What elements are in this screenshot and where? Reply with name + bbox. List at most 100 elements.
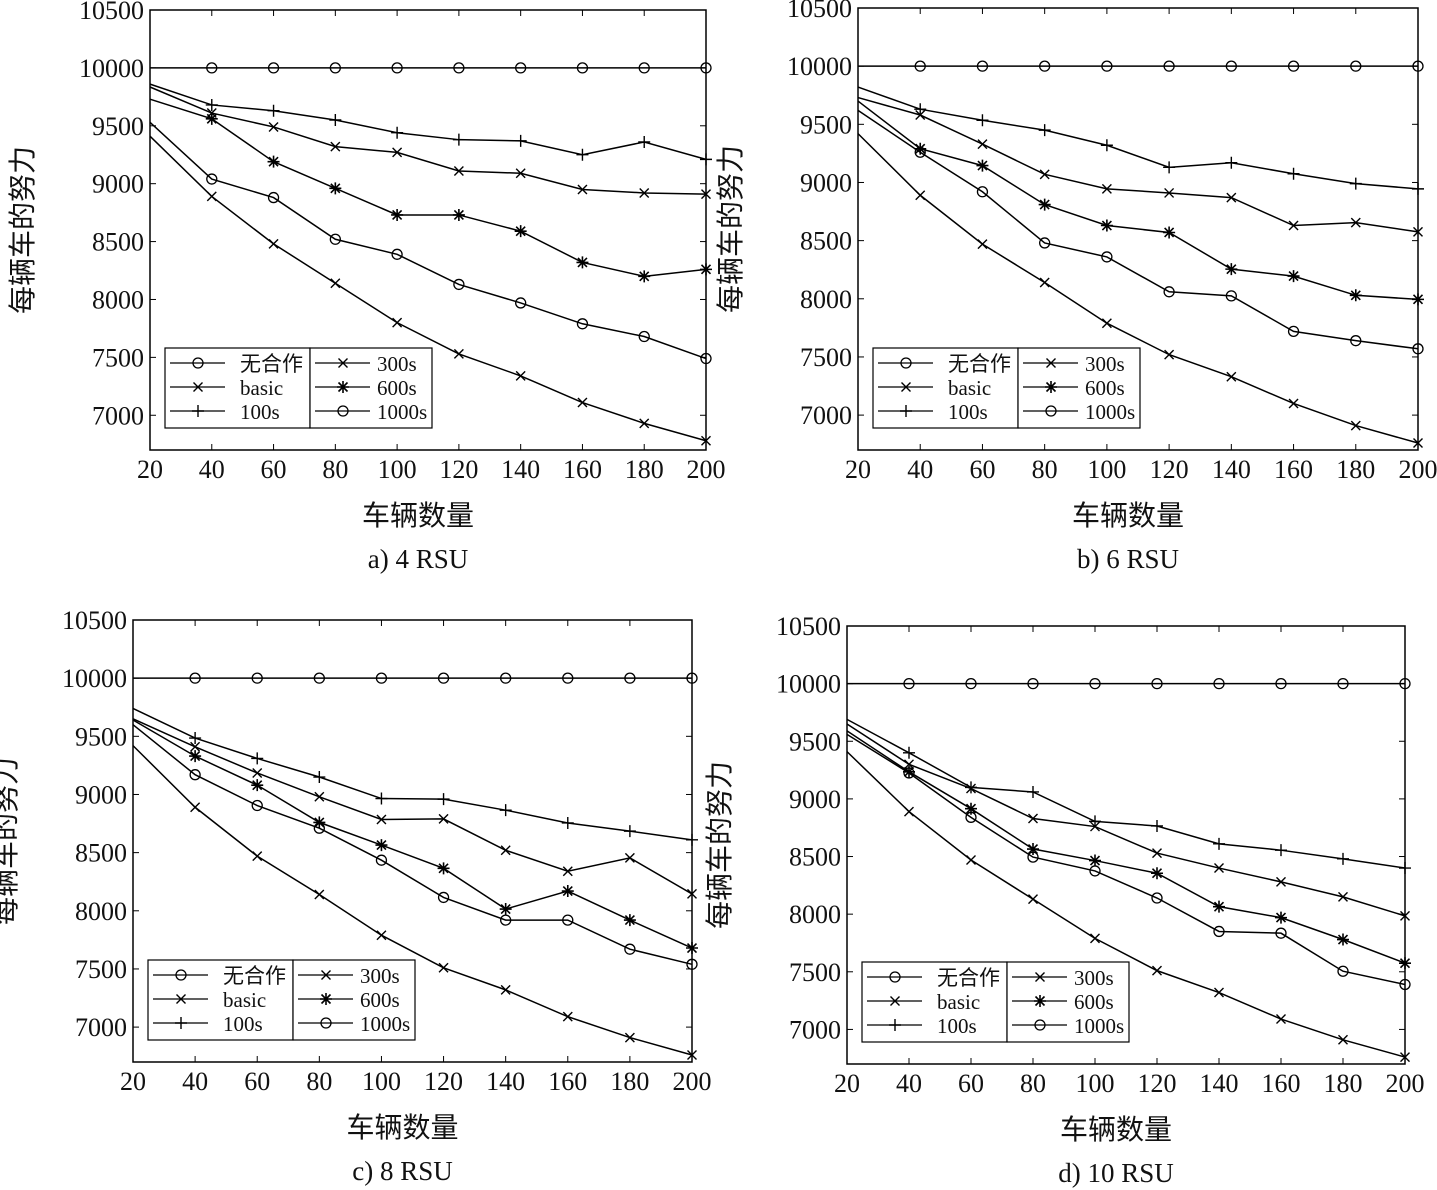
data-point bbox=[1214, 987, 1224, 998]
legend-marker bbox=[900, 405, 912, 417]
x-axis-label: 车辆数量 bbox=[346, 1112, 458, 1144]
series-600s bbox=[846, 730, 1411, 970]
y-tick-label: 10000 bbox=[79, 54, 144, 83]
data-point bbox=[1413, 438, 1423, 449]
legend-box bbox=[309, 347, 433, 429]
data-point bbox=[965, 781, 977, 794]
series-line bbox=[132, 719, 693, 949]
y-tick-label: 8500 bbox=[92, 228, 144, 257]
plot-frame bbox=[149, 9, 707, 451]
legend-label: basic bbox=[223, 988, 266, 1012]
data-point bbox=[1213, 900, 1225, 913]
data-point bbox=[914, 146, 926, 158]
x-axis-label: 车辆数量 bbox=[1072, 500, 1184, 532]
series-line bbox=[149, 83, 707, 161]
data-point bbox=[686, 958, 698, 970]
data-point bbox=[515, 297, 527, 309]
data-point bbox=[686, 833, 698, 846]
data-point bbox=[1039, 60, 1051, 72]
data-point bbox=[561, 885, 574, 898]
data-point bbox=[329, 182, 342, 195]
legend-label: 100s bbox=[240, 400, 280, 424]
data-point bbox=[499, 903, 512, 916]
data-point bbox=[623, 914, 636, 927]
y-tick-label: 10000 bbox=[62, 664, 127, 693]
data-point bbox=[638, 270, 651, 283]
x-tick-label: 200 bbox=[687, 455, 726, 484]
data-point bbox=[624, 943, 636, 955]
x-tick-label: 120 bbox=[1150, 455, 1189, 484]
y-tick-label: 7500 bbox=[800, 343, 852, 372]
data-point bbox=[1275, 677, 1287, 690]
data-point bbox=[1412, 60, 1424, 72]
legend-marker bbox=[338, 358, 348, 368]
y-tick-label: 7000 bbox=[789, 1015, 841, 1044]
x-tick-label: 40 bbox=[907, 455, 933, 484]
data-point bbox=[1163, 286, 1175, 298]
data-point bbox=[1027, 677, 1039, 690]
data-point bbox=[700, 263, 712, 276]
legend-label: basic bbox=[948, 376, 991, 400]
data-point bbox=[453, 62, 465, 74]
legend-marker bbox=[192, 357, 204, 369]
y-tick-label: 7500 bbox=[92, 343, 144, 372]
data-point bbox=[1164, 187, 1175, 198]
data-point bbox=[904, 806, 914, 817]
data-point bbox=[903, 677, 915, 690]
data-point bbox=[1151, 867, 1163, 880]
data-point bbox=[561, 816, 574, 829]
x-tick-label: 80 bbox=[1020, 1069, 1046, 1098]
legend-label: 300s bbox=[1074, 966, 1114, 990]
data-point bbox=[904, 759, 914, 770]
series-100s bbox=[149, 83, 712, 166]
x-tick-label: 20 bbox=[120, 1067, 146, 1096]
legend-marker bbox=[175, 969, 187, 981]
legend-box bbox=[1006, 961, 1130, 1043]
series-line bbox=[149, 121, 707, 360]
data-point bbox=[205, 98, 218, 111]
data-point bbox=[1027, 843, 1039, 856]
data-point bbox=[1100, 219, 1113, 232]
data-point bbox=[267, 62, 280, 74]
data-point bbox=[329, 233, 341, 245]
data-point bbox=[700, 62, 712, 74]
legend-marker bbox=[900, 357, 912, 369]
data-point bbox=[206, 62, 218, 74]
data-point bbox=[375, 839, 388, 852]
legend-marker bbox=[320, 1017, 332, 1029]
series-line bbox=[857, 109, 1419, 350]
data-point bbox=[452, 208, 465, 221]
x-tick-label: 180 bbox=[625, 455, 664, 484]
series-1000s bbox=[846, 733, 1411, 991]
x-tick-label: 180 bbox=[1324, 1069, 1363, 1098]
legend-box bbox=[147, 959, 294, 1041]
y-tick-label: 10500 bbox=[776, 612, 841, 641]
data-point bbox=[1276, 876, 1286, 887]
y-tick-label: 9500 bbox=[800, 110, 852, 139]
series-300s bbox=[149, 135, 711, 446]
data-point bbox=[313, 816, 326, 829]
x-tick-label: 20 bbox=[845, 455, 871, 484]
series-line bbox=[149, 98, 707, 278]
data-point bbox=[1412, 293, 1424, 306]
data-point bbox=[375, 672, 388, 684]
x-tick-label: 60 bbox=[244, 1067, 270, 1096]
data-point bbox=[577, 184, 588, 195]
data-point bbox=[576, 62, 589, 74]
data-point bbox=[1038, 124, 1051, 137]
y-tick-label: 10000 bbox=[776, 670, 841, 699]
data-point bbox=[1412, 182, 1424, 195]
data-point bbox=[638, 136, 651, 148]
data-point bbox=[687, 888, 697, 899]
series-600s bbox=[149, 98, 712, 283]
legend-label: 300s bbox=[377, 352, 417, 376]
data-point bbox=[915, 190, 926, 201]
data-point bbox=[375, 854, 388, 866]
legend-marker bbox=[901, 382, 911, 392]
data-point bbox=[1027, 851, 1039, 863]
data-point bbox=[1101, 251, 1113, 263]
y-tick-label: 10500 bbox=[79, 0, 144, 25]
data-point bbox=[1027, 785, 1039, 798]
data-point bbox=[1400, 1052, 1410, 1063]
